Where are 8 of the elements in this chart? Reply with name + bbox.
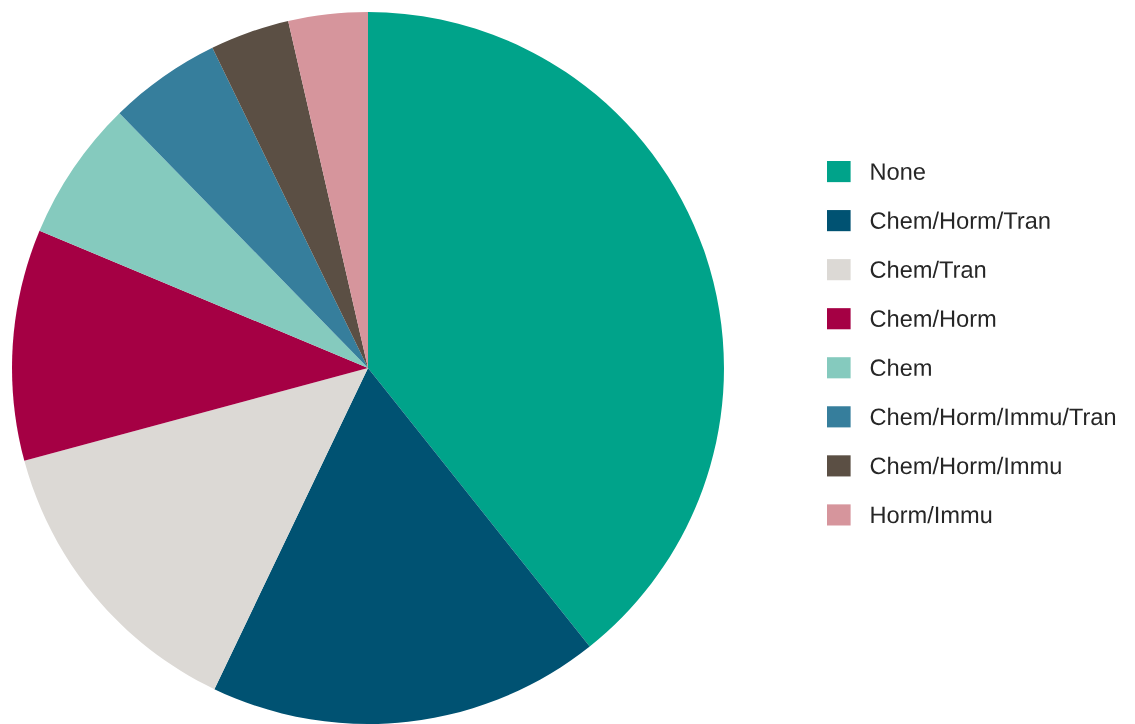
- legend-label: Chem/Tran: [870, 260, 986, 278]
- legend-label: Chem/Horm/Immu: [870, 456, 1061, 475]
- legend-label: Chem/Horm/Tran: [870, 211, 1050, 229]
- legend-label: Chem/Horm: [870, 309, 996, 328]
- legend-label: None: [871, 163, 925, 180]
- legend-label: Horm/Immu: [871, 505, 992, 524]
- legend-label: Chem: [870, 358, 931, 377]
- legend-label: Chem/Horm/Immu/Tran: [870, 407, 1116, 426]
